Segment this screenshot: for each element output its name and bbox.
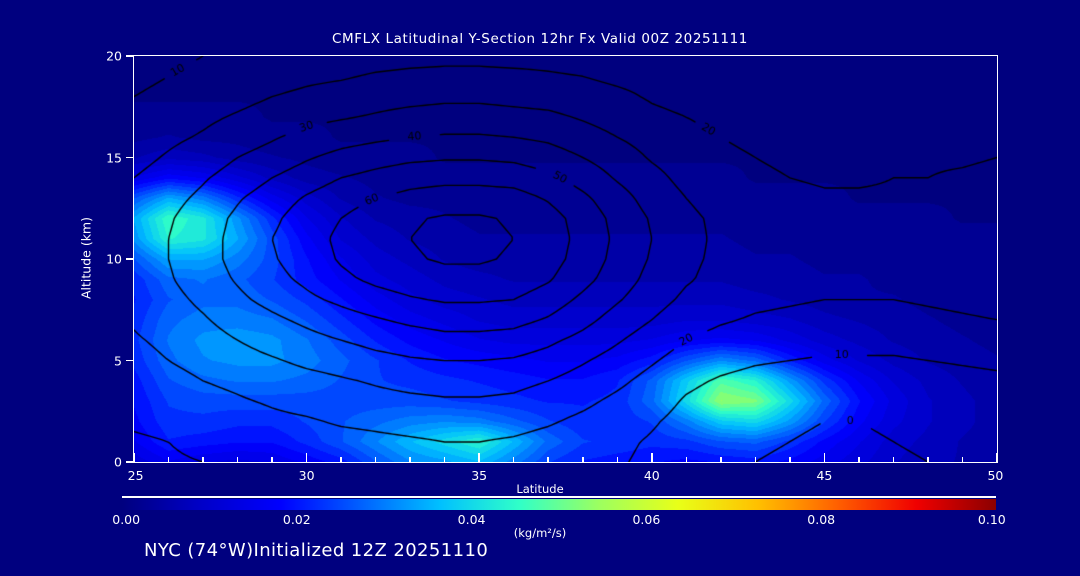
x-tick-label: 30: [299, 468, 315, 483]
x-tick-label: 35: [471, 468, 487, 483]
x-tick-label: 50: [987, 468, 1003, 483]
y-tick-label: 15: [106, 150, 122, 165]
x-tick-mark-major: [824, 453, 826, 462]
colorbar-tick-label: 0.00: [112, 512, 140, 527]
x-tick-mark-minor: [202, 457, 204, 462]
y-axis-label: Altitude (km): [79, 217, 94, 299]
x-tick-mark-minor: [547, 457, 549, 462]
chart-root: CMFLX Latitudinal Y-Section 12hr Fx Vali…: [0, 0, 1080, 576]
x-tick-mark-minor: [755, 457, 757, 462]
colorbar-top-rule: [122, 496, 996, 498]
x-tick-mark-major: [133, 453, 135, 462]
colorbar-tick-label: 0.08: [807, 512, 835, 527]
x-tick-mark-minor: [686, 457, 688, 462]
wind-speed-contours: [134, 56, 997, 462]
y-tick-mark: [126, 55, 134, 57]
x-tick-label: 40: [644, 468, 660, 483]
x-tick-mark-minor: [962, 457, 964, 462]
plot-area: 0 5 10 15 20 25 30 35 40 45 50: [133, 55, 998, 463]
x-axis-label: Latitude: [0, 482, 1080, 496]
y-tick-mark: [126, 157, 134, 159]
colorbar-tick-label: 0.10: [978, 512, 1006, 527]
x-tick-mark-major: [478, 453, 480, 462]
colorbar-tick-label: 0.06: [632, 512, 660, 527]
y-tick-label: 10: [106, 252, 122, 267]
x-tick-label: 45: [816, 468, 832, 483]
x-tick-mark-minor: [720, 457, 722, 462]
chart-title: CMFLX Latitudinal Y-Section 12hr Fx Vali…: [0, 31, 1080, 47]
x-tick-mark-minor: [340, 457, 342, 462]
plot-canvas-wrap: [134, 56, 997, 462]
x-tick-mark-minor: [375, 457, 377, 462]
x-tick-mark-minor: [927, 457, 929, 462]
x-tick-mark-minor: [271, 457, 273, 462]
x-tick-mark-minor: [582, 457, 584, 462]
x-tick-mark-minor: [409, 457, 411, 462]
x-tick-mark-minor: [789, 457, 791, 462]
footer-caption: NYC (74°W)Initialized 12Z 20251110: [144, 540, 488, 561]
x-tick-mark-minor: [893, 457, 895, 462]
x-tick-mark-minor: [444, 457, 446, 462]
x-tick-label: 25: [128, 468, 144, 483]
x-tick-mark-minor: [617, 457, 619, 462]
x-tick-mark-minor: [168, 457, 170, 462]
y-tick-mark: [126, 258, 134, 260]
x-tick-mark-minor: [513, 457, 515, 462]
colorbar-units: (kg/m²/s): [0, 526, 1080, 540]
y-tick-label: 20: [106, 49, 122, 64]
y-tick-mark: [126, 360, 134, 362]
y-tick-label: 5: [114, 353, 122, 368]
colorbar-tick-label: 0.02: [283, 512, 311, 527]
x-tick-mark-minor: [237, 457, 239, 462]
x-tick-mark-major: [306, 453, 308, 462]
colorbar: [122, 499, 996, 510]
x-tick-mark-major: [651, 453, 653, 462]
colorbar-tick-label: 0.04: [458, 512, 486, 527]
x-tick-mark-minor: [858, 457, 860, 462]
y-tick-label: 0: [114, 455, 122, 470]
x-tick-mark-major: [996, 453, 998, 462]
